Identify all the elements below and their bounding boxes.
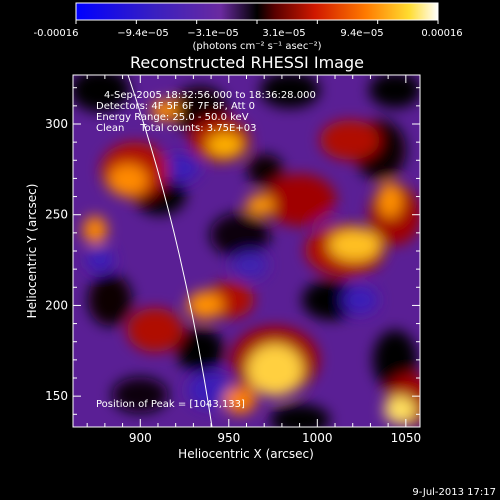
heatmap-blob	[342, 286, 378, 314]
heatmap-blob	[232, 251, 268, 279]
annotation-detectors: Detectors: 4F 5F 6F 7F 8F, Att 0	[96, 101, 255, 112]
chart-title: Reconstructed RHESSI Image	[130, 53, 364, 72]
y-tick-label: 200	[45, 298, 68, 312]
plot-area	[72, 74, 421, 428]
colorbar-tick-label: 3.1e−05	[262, 28, 305, 39]
x-tick-label: 900	[129, 431, 152, 445]
heatmap-blob	[73, 75, 130, 112]
heatmap-blob	[188, 372, 232, 408]
heatmap-blob	[247, 154, 283, 186]
colorbar-ticks	[75, 20, 439, 24]
heatmap-blob	[246, 195, 274, 215]
heatmap-blob	[260, 75, 320, 108]
colorbar-tick-label: −9.4e−05	[117, 28, 169, 39]
x-tick-label: 1050	[391, 431, 422, 445]
heatmap-blob	[108, 164, 148, 196]
annotation-peak-position: Position of Peak = [1043,133]	[96, 399, 245, 410]
heatmap-blob	[83, 216, 107, 244]
heatmap-blob	[151, 100, 179, 120]
colorbar-tick-label: −3.1e−05	[187, 28, 239, 39]
heatmap-blob	[264, 174, 336, 226]
y-tick-label: 250	[45, 208, 68, 222]
x-axis-label: Heliocentric X (arcsec)	[178, 447, 314, 461]
heatmap-blob	[329, 229, 381, 261]
annotation-clean-counts: Clean Total counts: 3.75E+03	[96, 123, 256, 134]
heatmap-image	[73, 75, 420, 427]
heatmap-blob	[378, 182, 402, 218]
x-tick-label: 950	[217, 431, 240, 445]
colorbar: -0.00016 −9.4e−05 −3.1e−05 3.1e−05 9.4e−…	[34, 2, 463, 52]
heatmap-blob	[187, 291, 223, 319]
colorbar-tick-label: -0.00016	[34, 28, 79, 39]
y-tick-label: 150	[45, 389, 68, 403]
colorbar-gradient	[75, 2, 439, 21]
annotation-energy-range: Energy Range: 25.0 - 50.0 keV	[96, 112, 249, 123]
heatmap-blob	[207, 133, 243, 157]
heatmap-blob	[210, 213, 270, 257]
timestamp: 9-Jul-2013 17:17	[412, 487, 496, 498]
axis-ticks	[73, 75, 420, 427]
heatmap-blob	[86, 248, 114, 272]
heatmap-blob	[320, 120, 380, 160]
colorbar-tick-label: 9.4e−05	[340, 28, 383, 39]
colorbar-tick-label: 0.00016	[421, 28, 462, 39]
heatmap-blob	[224, 386, 256, 414]
heatmap-blob	[302, 280, 358, 320]
heatmap-blob	[88, 274, 132, 326]
x-tick-label: 1000	[302, 431, 333, 445]
annotation-time-range: 4-Sep-2005 18:32:56.000 to 18:36:28.000	[104, 90, 316, 101]
heatmap-blob	[369, 75, 420, 108]
heatmap-blob	[270, 404, 330, 427]
heatmap-blob	[247, 344, 303, 396]
solar-limb-line	[127, 75, 213, 427]
heatmap-blob	[112, 377, 168, 413]
y-axis-label: Heliocentric Y (arcsec)	[25, 184, 39, 319]
y-tick-label: 300	[45, 117, 68, 131]
colorbar-unit-label: (photons cm⁻² s⁻¹ asec⁻²)	[192, 41, 321, 52]
heatmap-blob	[127, 308, 183, 352]
heatmap-blob	[384, 396, 416, 424]
heatmap-blob	[176, 328, 224, 372]
